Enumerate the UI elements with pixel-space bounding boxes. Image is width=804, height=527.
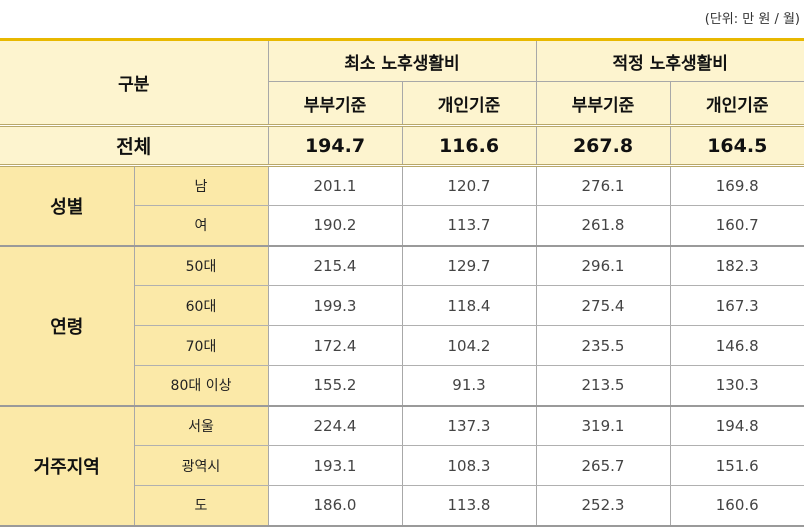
total-value: 194.7 [268,125,403,167]
row-label: 광역시 [134,445,269,486]
value-cell: 213.5 [536,365,671,407]
table-row: 80대 이상 155.2 91.3 213.5 130.3 [0,365,804,407]
unit-note: (단위: 만 원 / 월) [704,12,800,27]
value-cell: 201.1 [268,165,403,206]
header-category: 구분 [0,38,269,127]
total-value: 164.5 [670,125,804,167]
value-cell: 252.3 [536,485,671,527]
value-cell: 118.4 [402,285,537,326]
header-proper-individual: 개인기준 [670,81,804,127]
table-row: 70대 172.4 104.2 235.5 146.8 [0,325,804,366]
table-row: 여 190.2 113.7 261.8 160.7 [0,205,804,247]
header-min-couple: 부부기준 [268,81,403,127]
row-label: 80대 이상 [134,365,269,407]
value-cell: 319.1 [536,405,671,446]
group-label: 연령 [0,245,135,407]
group-label: 성별 [0,165,135,247]
row-label: 여 [134,205,269,247]
total-label: 전체 [0,125,269,167]
table-row: 연령 50대 215.4 129.7 296.1 182.3 [0,245,804,407]
header-proper-group: 적정 노후생활비 [536,38,804,82]
header-min-individual: 개인기준 [402,81,537,127]
header-proper-couple: 부부기준 [536,81,671,127]
value-cell: 169.8 [670,165,804,206]
value-cell: 120.7 [402,165,537,206]
value-cell: 193.1 [268,445,403,486]
value-cell: 235.5 [536,325,671,366]
living-cost-table: 구분 최소 노후생활비 적정 노후생활비 부부기준 개인기준 부부기준 개인기준… [0,38,804,527]
value-cell: 199.3 [268,285,403,326]
value-cell: 261.8 [536,205,671,247]
total-value: 267.8 [536,125,671,167]
table-row: 도 186.0 113.8 252.3 160.6 [0,485,804,527]
row-label: 남 [134,165,269,206]
table-row: 광역시 193.1 108.3 265.7 151.6 [0,445,804,486]
table-row: 거주지역 서울 224.4 137.3 319.1 194.8 [0,405,804,527]
value-cell: 186.0 [268,485,403,527]
value-cell: 137.3 [402,405,537,446]
value-cell: 160.7 [670,205,804,247]
row-label: 도 [134,485,269,527]
value-cell: 276.1 [536,165,671,206]
row-label: 서울 [134,405,269,446]
value-cell: 215.4 [268,245,403,286]
row-label: 50대 [134,245,269,286]
table-row: 60대 199.3 118.4 275.4 167.3 [0,285,804,326]
value-cell: 167.3 [670,285,804,326]
value-cell: 296.1 [536,245,671,286]
value-cell: 113.8 [402,485,537,527]
value-cell: 146.8 [670,325,804,366]
value-cell: 108.3 [402,445,537,486]
row-label: 70대 [134,325,269,366]
value-cell: 190.2 [268,205,403,247]
value-cell: 172.4 [268,325,403,366]
group-label: 거주지역 [0,405,135,527]
value-cell: 194.8 [670,405,804,446]
value-cell: 130.3 [670,365,804,407]
value-cell: 160.6 [670,485,804,527]
value-cell: 182.3 [670,245,804,286]
value-cell: 155.2 [268,365,403,407]
value-cell: 113.7 [402,205,537,247]
total-row: 전체 194.7 116.6 267.8 164.5 [0,125,804,167]
value-cell: 129.7 [402,245,537,286]
total-value: 116.6 [402,125,537,167]
value-cell: 224.4 [268,405,403,446]
value-cell: 91.3 [402,365,537,407]
value-cell: 104.2 [402,325,537,366]
row-label: 60대 [134,285,269,326]
table-row: 성별 남 201.1 120.7 276.1 169.8 [0,165,804,247]
value-cell: 275.4 [536,285,671,326]
value-cell: 151.6 [670,445,804,486]
value-cell: 265.7 [536,445,671,486]
header-min-group: 최소 노후생활비 [268,38,537,82]
